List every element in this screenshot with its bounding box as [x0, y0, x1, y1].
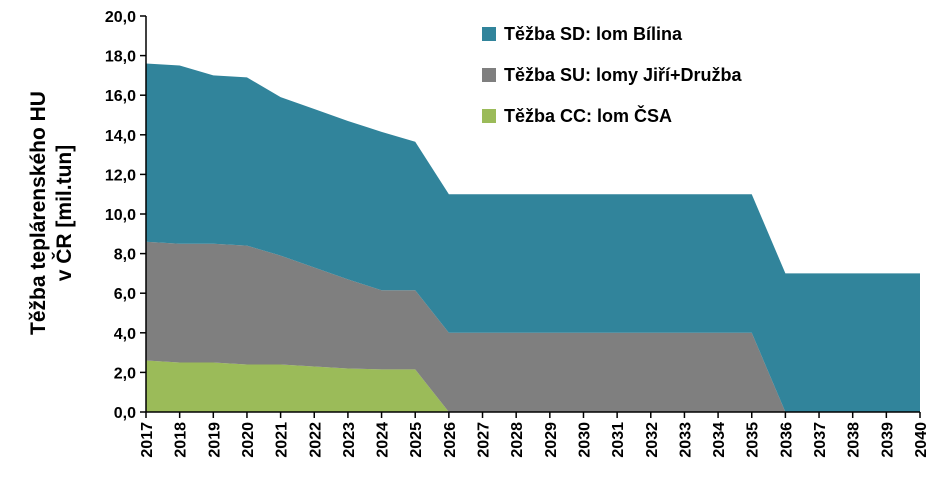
y-tick-label: 16,0 [105, 88, 136, 105]
area-series-1 [146, 241, 920, 412]
y-axis-title-line-2: v ČR [mil.tun] [52, 145, 76, 282]
y-tick-label: 2,0 [114, 365, 136, 382]
x-tick-label: 2031 [610, 422, 627, 458]
y-tick-label: 8,0 [114, 247, 136, 264]
area-series-group [146, 63, 920, 413]
x-tick-label: 2025 [408, 422, 425, 458]
x-tick-label: 2021 [274, 422, 291, 458]
y-tick-label: 10,0 [105, 207, 136, 224]
x-tick-label: 2027 [476, 422, 493, 458]
x-tick-label: 2032 [644, 422, 661, 458]
legend-swatch [482, 68, 496, 82]
area-series-2 [146, 63, 920, 413]
x-tick-label: 2017 [139, 422, 156, 458]
x-tick-label: 2037 [812, 422, 829, 458]
x-tick-label: 2020 [240, 422, 257, 458]
area-series-0 [146, 360, 920, 412]
legend: Těžba SD: lom Bílina Těžba SU: lomy Jiří+… [482, 24, 743, 126]
legend-label: Těžba SU: lomy Jiří+Družba [504, 65, 743, 85]
x-tick-label: 2023 [341, 422, 358, 458]
legend-label: Těžba CC: lom ČSA [504, 105, 672, 126]
y-tick-label: 14,0 [105, 128, 136, 145]
y-tick-label: 4,0 [114, 326, 136, 343]
y-axis-title: Těžba teplárenského HU v ČR [mil.tun] [27, 91, 76, 335]
x-tick-label: 2029 [543, 422, 560, 458]
y-tick-label: 6,0 [114, 286, 136, 303]
x-tick-label: 2024 [375, 422, 392, 458]
x-tick-label: 2019 [206, 422, 223, 458]
x-tick-label: 2018 [173, 422, 190, 458]
x-tick-label: 2039 [879, 422, 896, 458]
axes-group [140, 15, 921, 418]
legend-swatch [482, 109, 496, 123]
y-tick-labels: 0,0 2,0 4,0 6,0 8,0 10,0 12,0 14,0 16,0 18,0 20,0 [105, 9, 136, 422]
x-tick-label: 2038 [846, 422, 863, 458]
y-tick-label: 12,0 [105, 167, 136, 184]
legend-swatch [482, 27, 496, 41]
x-tick-label: 2033 [677, 422, 694, 458]
y-tick-label: 20,0 [105, 9, 136, 26]
x-tick-label: 2040 [913, 422, 930, 458]
x-tick-label: 2026 [442, 422, 459, 458]
x-tick-label: 2028 [509, 422, 526, 458]
x-tick-label: 2030 [576, 422, 593, 458]
legend-label: Těžba SD: lom Bílina [504, 24, 683, 44]
x-tick-labels: 2017 2018 2019 2020 2021 2022 2023 2024 2025 2026… [139, 422, 930, 458]
x-tick-label: 2034 [711, 422, 728, 458]
x-tick-label: 2022 [307, 422, 324, 458]
y-axis-title-line-1: Těžba teplárenského HU [27, 91, 50, 335]
y-tick-label: 18,0 [105, 49, 136, 66]
x-tick-label: 2035 [745, 422, 762, 458]
y-tick-label: 0,0 [114, 405, 136, 422]
x-tick-label: 2036 [778, 422, 795, 458]
